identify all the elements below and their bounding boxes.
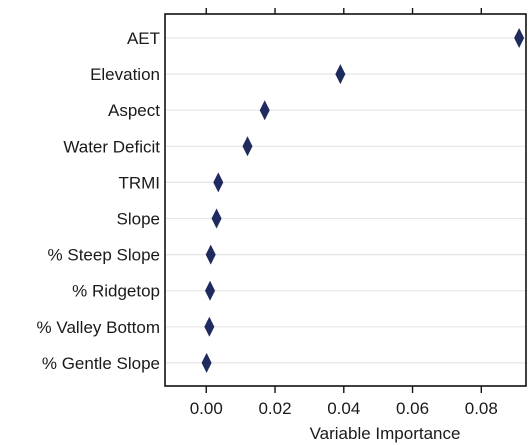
point-1 xyxy=(335,64,346,85)
point-2 xyxy=(259,100,270,121)
plot-frame xyxy=(164,13,527,387)
x-axis-ticks: 0.00 0.02 0.04 0.06 0.08 xyxy=(190,8,498,418)
x-tick-label-4: 0.08 xyxy=(465,399,498,418)
category-label-7: % Ridgetop xyxy=(72,282,160,301)
category-label-3: Water Deficit xyxy=(63,137,160,156)
point-8 xyxy=(204,316,215,337)
x-tick-label-2: 0.04 xyxy=(327,399,360,418)
category-label-2: Aspect xyxy=(108,101,160,120)
category-label-0: AET xyxy=(127,29,160,48)
x-tick-label-1: 0.02 xyxy=(258,399,291,418)
category-label-5: Slope xyxy=(117,210,160,229)
point-3 xyxy=(242,136,253,157)
point-4 xyxy=(213,172,224,193)
category-label-4: TRMI xyxy=(118,173,160,192)
category-label-6: % Steep Slope xyxy=(48,246,160,265)
point-9 xyxy=(201,352,212,373)
gridlines xyxy=(165,37,526,364)
category-labels: AET Elevation Aspect Water Deficit TRMI Slope… xyxy=(37,29,161,373)
point-7 xyxy=(205,280,216,301)
x-tick-label-0: 0.00 xyxy=(190,399,223,418)
data-points xyxy=(201,28,525,373)
point-6 xyxy=(205,244,216,265)
point-5 xyxy=(211,208,222,229)
x-axis-label: Variable Importance xyxy=(310,424,461,443)
point-0 xyxy=(514,28,525,48)
x-tick-label-3: 0.06 xyxy=(396,399,429,418)
category-label-1: Elevation xyxy=(90,65,160,84)
category-label-8: % Valley Bottom xyxy=(37,318,160,337)
category-label-9: % Gentle Slope xyxy=(42,354,160,373)
